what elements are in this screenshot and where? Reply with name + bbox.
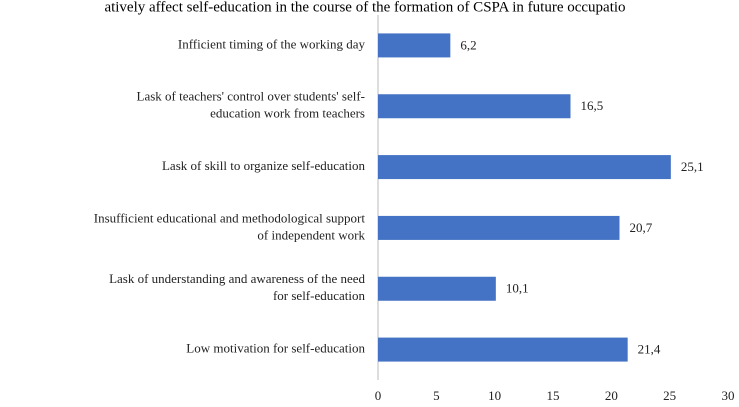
- x-tick-label: 0: [375, 388, 382, 403]
- y-tick-label: Infficient timing of the working day: [178, 36, 366, 51]
- y-tick-label: Lask of skill to organize self-education: [162, 158, 366, 173]
- x-tick-label: 30: [722, 388, 735, 403]
- y-tick-label: Lask of understanding and awareness of t…: [109, 271, 365, 286]
- x-tick-label: 5: [433, 388, 440, 403]
- bar: [378, 215, 620, 240]
- bar: [378, 337, 628, 362]
- bar: [378, 94, 571, 119]
- value-label: 16,5: [581, 98, 604, 113]
- bar: [378, 155, 671, 180]
- value-label: 10,1: [506, 281, 529, 296]
- y-tick-label: Insufficient educational and methodologi…: [94, 210, 366, 225]
- chart-title: atively affect self-education in the cou…: [104, 0, 625, 15]
- x-tick-label: 25: [663, 388, 676, 403]
- y-tick-label: education work from teachers: [210, 106, 365, 121]
- x-tick-label: 10: [488, 388, 501, 403]
- bar: [378, 276, 496, 301]
- value-label: 21,4: [638, 342, 661, 357]
- y-tick-label: for self-education: [273, 288, 366, 303]
- y-tick-label: of independent work: [257, 227, 365, 242]
- x-tick-label: 20: [605, 388, 618, 403]
- x-tick-label: 15: [547, 388, 560, 403]
- value-label: 20,7: [630, 220, 653, 235]
- y-tick-label: Lask of teachers' control over students'…: [137, 89, 366, 104]
- bar: [378, 33, 451, 58]
- value-label: 6,2: [460, 37, 476, 52]
- y-tick-label: Low motivation for self-education: [186, 341, 365, 356]
- value-label: 25,1: [681, 159, 704, 174]
